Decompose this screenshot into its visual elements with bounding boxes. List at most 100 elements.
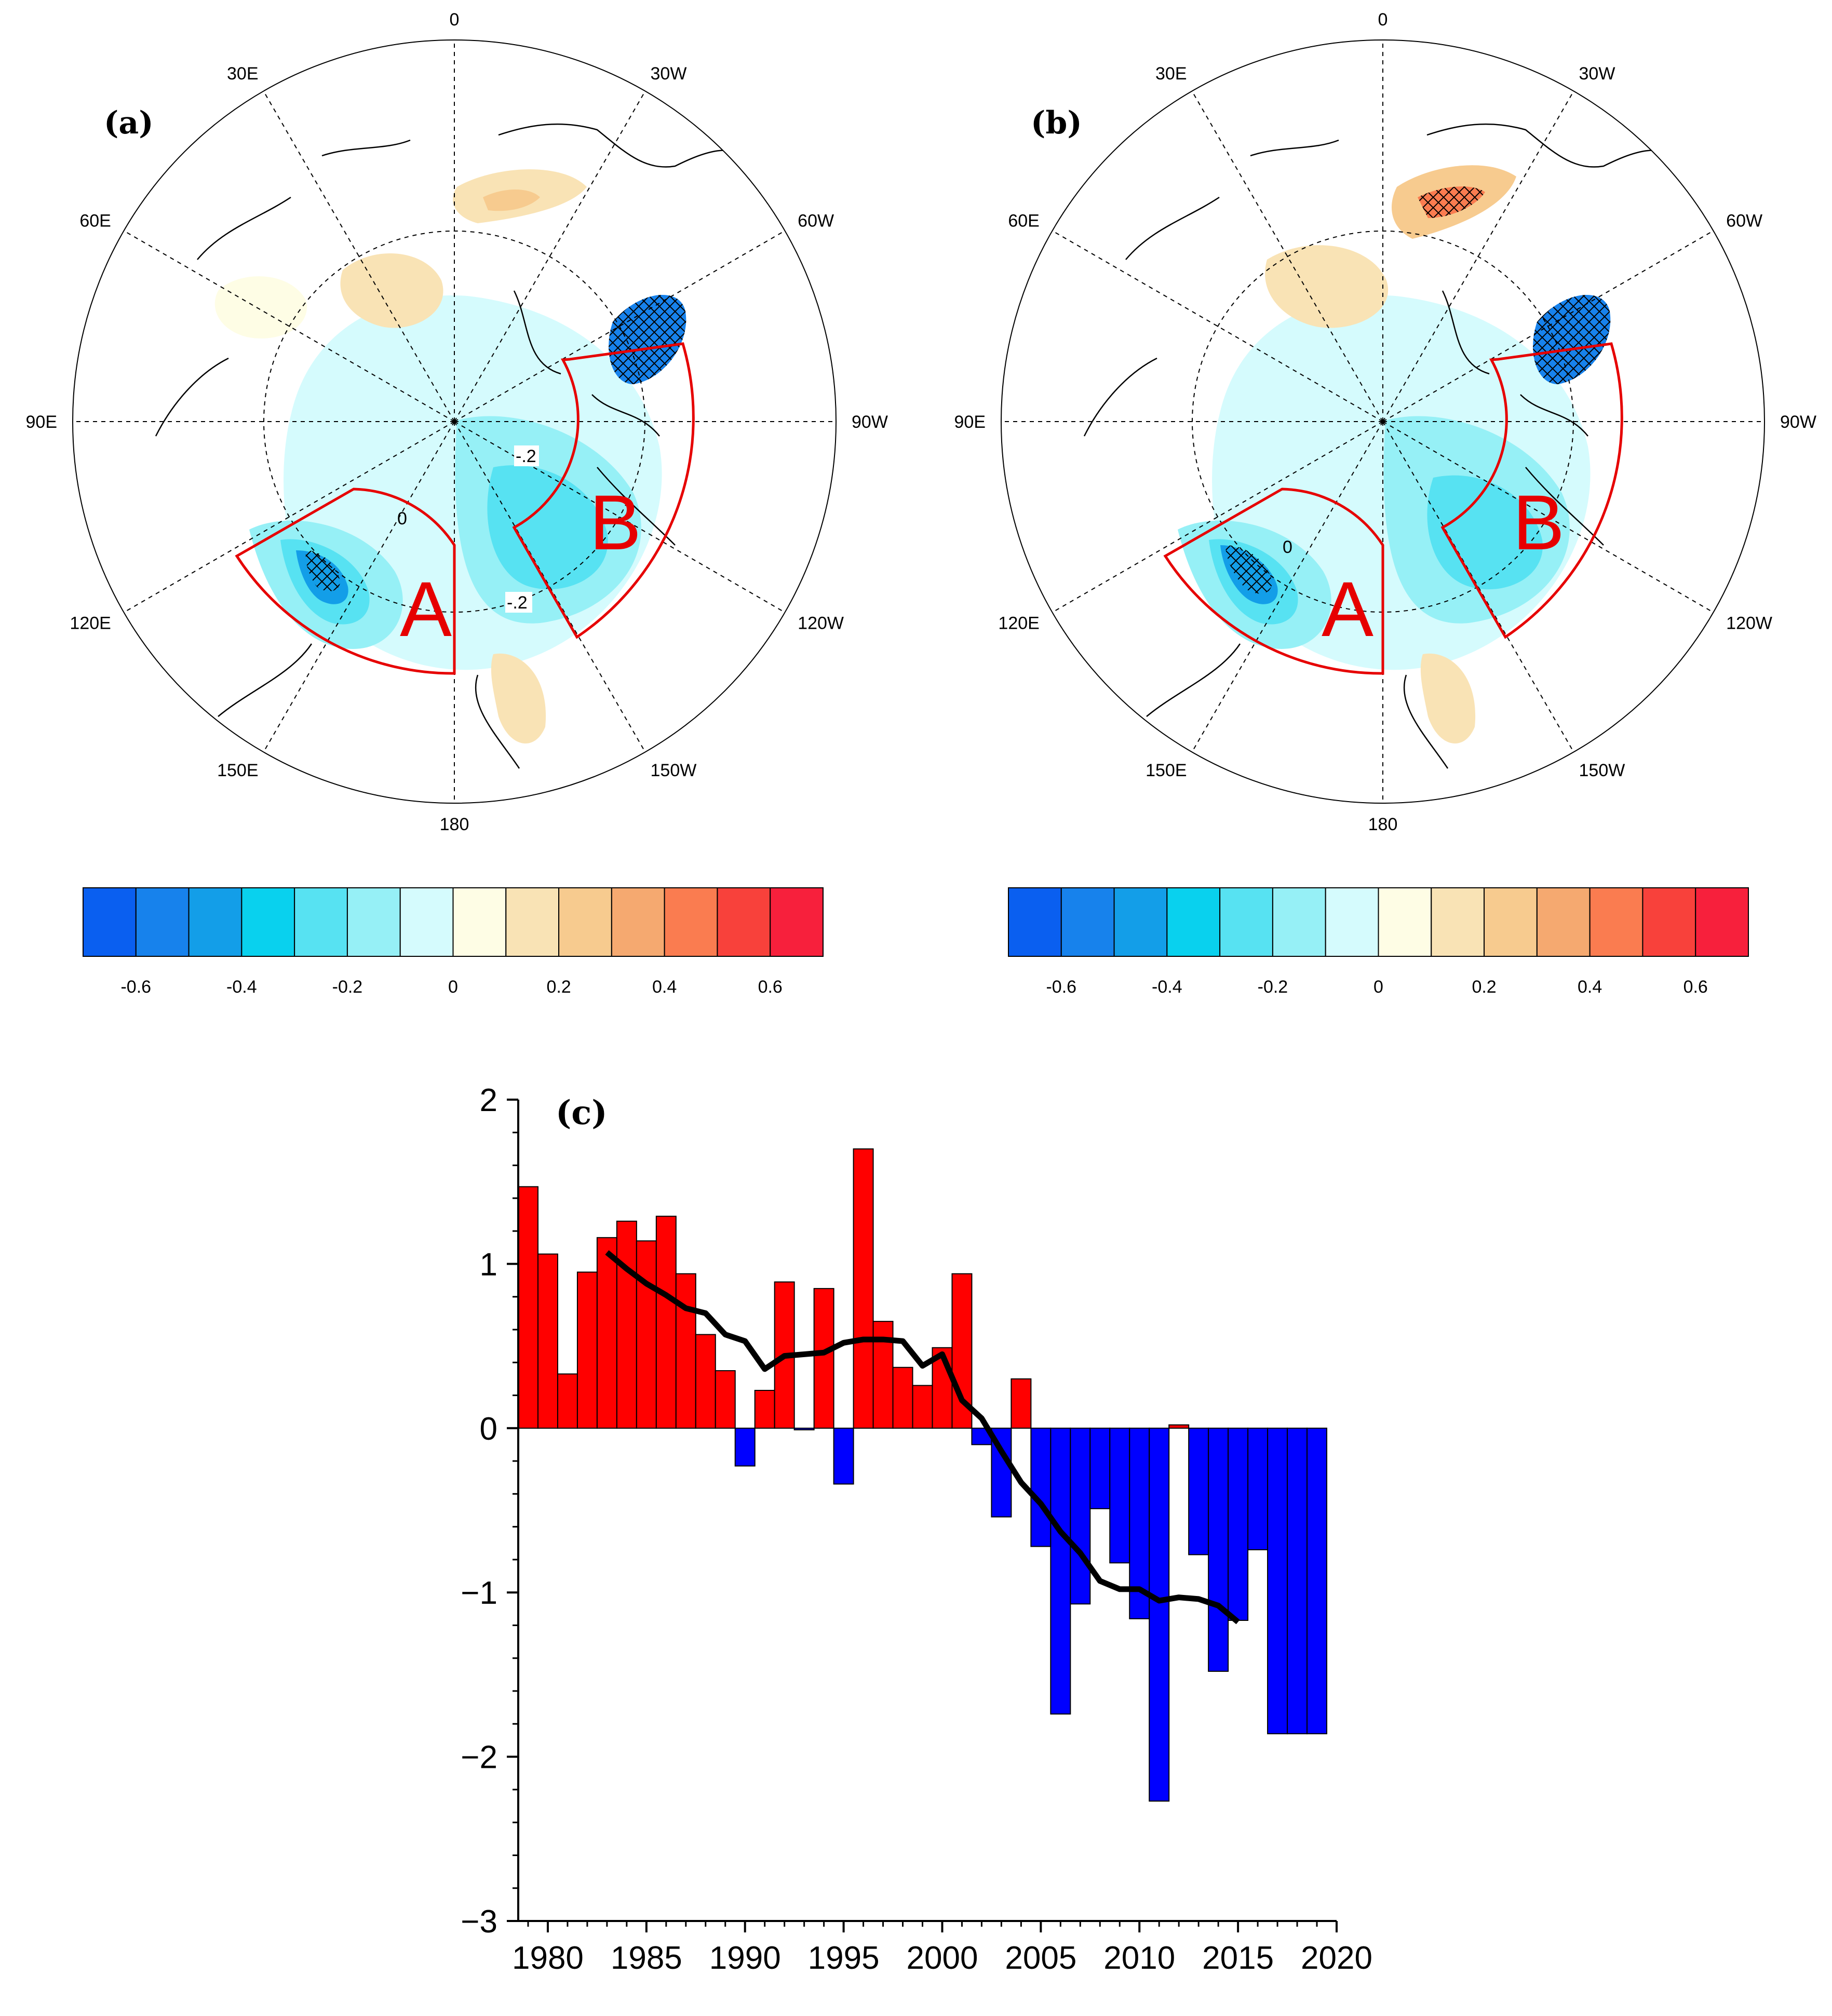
region-b-outline (1440, 342, 1623, 639)
longitude-label: 0 (1378, 10, 1388, 30)
bar (833, 1427, 854, 1485)
region-a-outline (235, 488, 456, 675)
x-tick-label: 1980 (512, 1940, 584, 1976)
bar (1247, 1427, 1269, 1550)
colorbar-tick-label: 0.2 (546, 977, 571, 997)
colorbar-swatch (770, 887, 824, 957)
meridian-line (1382, 421, 1574, 753)
colorbar-swatch (1008, 887, 1062, 957)
bar (675, 1273, 696, 1429)
colorbar-swatch (1378, 887, 1432, 957)
colorbar-swatch (611, 887, 665, 957)
longitude-label: 90W (1780, 412, 1816, 432)
colorbar-tick-label: -0.4 (1152, 977, 1182, 997)
colorbar-swatch (294, 887, 348, 957)
colorbar-swatch (241, 887, 295, 957)
bar (892, 1366, 913, 1429)
colorbar-swatch (135, 887, 190, 957)
region-a-label: A (400, 565, 452, 653)
bar (1070, 1427, 1091, 1605)
panel-label-b: (b) (1031, 105, 1082, 141)
meridian-line (1382, 230, 1714, 422)
longitude-label: 180 (440, 815, 469, 834)
y-tick-label: 0 (480, 1411, 497, 1447)
bar (1109, 1427, 1130, 1564)
bar (734, 1427, 756, 1467)
bar (754, 1390, 775, 1429)
y-tick-label: 2 (480, 1083, 497, 1118)
bar (715, 1370, 736, 1429)
colorbar-swatch (399, 887, 454, 957)
colorbar-tick-label: 0 (1373, 977, 1383, 997)
bar (537, 1253, 558, 1429)
longitude-label: 120E (70, 614, 111, 633)
colorbar-swatch (1272, 887, 1326, 957)
longitude-label: 150E (217, 761, 258, 780)
colorbar-swatch (1695, 887, 1749, 957)
bar-chart: 2 1 0 −1 −2 −3 1980 1985 1990 1995 2000 2005 2010 20… (461, 1083, 1372, 1976)
colorbar-b: -0.6 -0.4 -0.2 0 0.2 0.4 0.6 (1008, 887, 1749, 997)
longitude-label: 30W (651, 64, 687, 84)
colorbar-swatch (1060, 887, 1115, 957)
bar (853, 1148, 874, 1429)
bar (596, 1237, 617, 1429)
colorbar-swatch (717, 887, 771, 957)
colorbar-swatch (1113, 887, 1168, 957)
region-a-label: A (1322, 565, 1373, 653)
colorbar-swatch (1536, 887, 1591, 957)
meridian-line (123, 421, 455, 613)
anomaly-field-b (1083, 123, 1682, 769)
longitude-label: 150E (1146, 761, 1187, 780)
region-b-outline (512, 342, 695, 639)
longitude-label: 120W (798, 614, 844, 633)
bar (793, 1427, 815, 1430)
bar (636, 1240, 657, 1429)
bar (912, 1385, 933, 1429)
y-tick-label: −3 (461, 1904, 497, 1940)
colorbar-swatch (1325, 887, 1379, 957)
longitude-label: 60E (1008, 211, 1040, 231)
colorbar-swatch (664, 887, 718, 957)
colorbar-swatch (83, 887, 137, 957)
bar (518, 1186, 538, 1429)
y-tick-label: 1 (480, 1247, 497, 1282)
colorbar-tick-label: 0.6 (1683, 977, 1708, 997)
region-a-outline (1163, 488, 1384, 675)
bar (1030, 1427, 1052, 1547)
meridian-line (454, 230, 786, 422)
bar (1011, 1378, 1032, 1429)
meridian-line (1382, 90, 1574, 422)
meridian-line (454, 421, 786, 613)
colorbar-swatch (1219, 887, 1273, 957)
region-b-label: B (1513, 479, 1565, 566)
bar (1306, 1427, 1328, 1735)
meridian-line (1191, 421, 1383, 753)
colorbar-tick-label: -0.4 (226, 977, 257, 997)
contour-label: -.2 (516, 447, 536, 466)
bar (1188, 1427, 1209, 1555)
x-tick-label: 1995 (808, 1940, 880, 1976)
colorbar-swatch (452, 887, 507, 957)
meridian-line (1052, 421, 1383, 613)
meridian-line (263, 421, 455, 753)
x-tick-label: 2020 (1301, 1940, 1372, 1976)
colorbar-swatch (1642, 887, 1696, 957)
meridian-line (1052, 230, 1383, 422)
meridian-line (454, 90, 646, 422)
meridian-line (123, 230, 455, 422)
longitude-label: 150W (1579, 761, 1625, 780)
polar-map-a: 0 30W 60W 90W 120W 150W 180 150E 120E 90E 60E 30E A… (26, 10, 888, 834)
bar (1149, 1427, 1170, 1802)
bar (655, 1215, 677, 1429)
longitude-label: 180 (1368, 815, 1398, 834)
longitude-label: 30W (1579, 64, 1615, 84)
colorbar-tick-label: -0.2 (1258, 977, 1288, 997)
longitude-label: 30E (1155, 64, 1187, 84)
bar (1089, 1427, 1111, 1509)
x-tick-label: 2010 (1103, 1940, 1175, 1976)
bar (813, 1288, 834, 1429)
bar (1050, 1427, 1071, 1715)
bar (1287, 1427, 1308, 1735)
colorbar-swatch (346, 887, 401, 957)
